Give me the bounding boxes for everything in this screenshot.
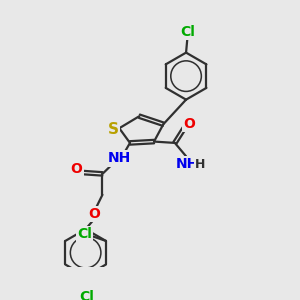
Text: Cl: Cl	[80, 290, 94, 300]
Text: NH: NH	[108, 152, 131, 165]
Text: Cl: Cl	[180, 25, 195, 39]
Text: O: O	[70, 162, 83, 176]
Text: S: S	[108, 122, 119, 137]
Text: O: O	[183, 117, 195, 131]
Text: H: H	[195, 158, 205, 171]
Text: O: O	[88, 207, 101, 221]
Text: NH: NH	[176, 157, 199, 171]
Text: Cl: Cl	[77, 227, 92, 241]
